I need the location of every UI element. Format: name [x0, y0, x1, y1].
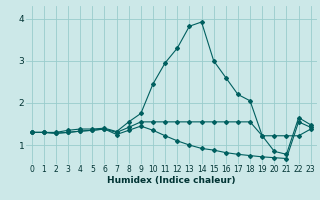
X-axis label: Humidex (Indice chaleur): Humidex (Indice chaleur)	[107, 176, 236, 185]
